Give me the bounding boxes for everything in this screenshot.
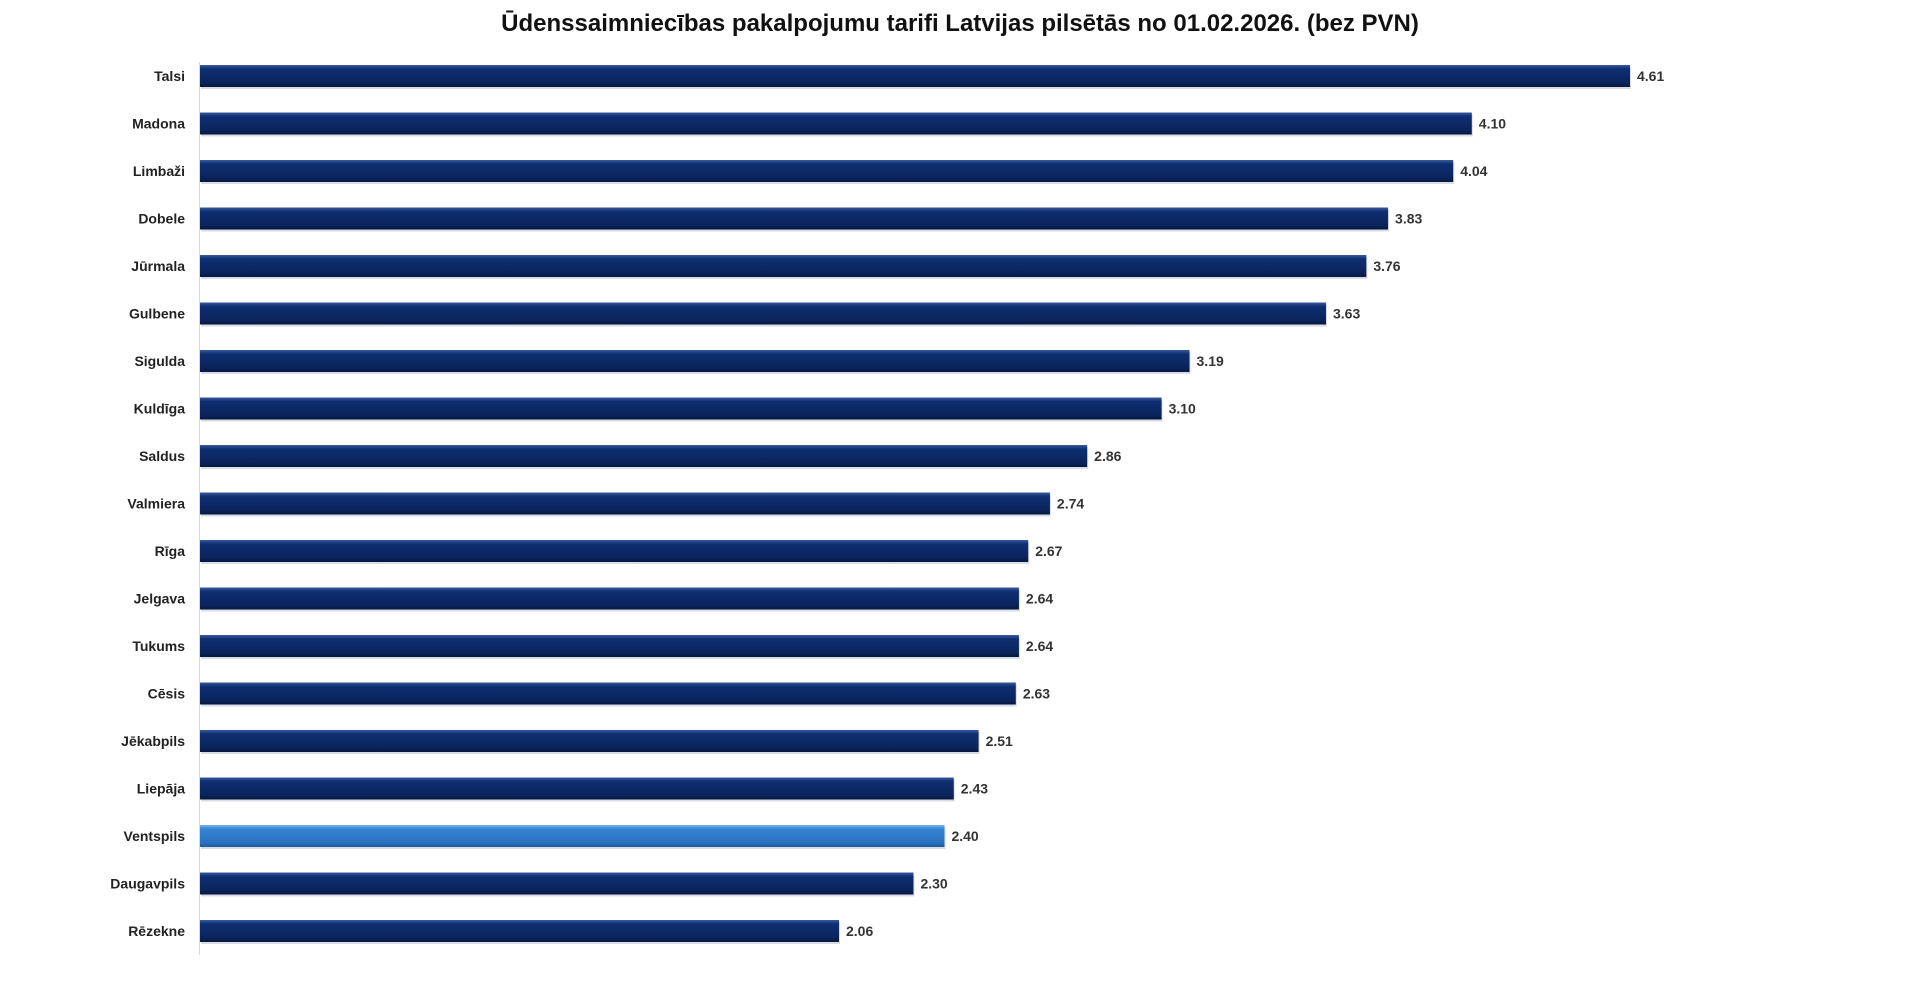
bar-valmiera: [200, 492, 1050, 515]
bar-jēkabpils: [200, 730, 979, 752]
category-label: Saldus: [139, 448, 185, 464]
bar-rēzekne: [200, 920, 840, 942]
category-label: Dobele: [138, 211, 185, 227]
data-label: 3.10: [1169, 401, 1196, 417]
category-label: Sigulda: [134, 353, 185, 369]
category-label: Gulbene: [129, 306, 185, 322]
chart-title: Ūdenssaimniecības pakalpojumu tarifi Lat…: [501, 10, 1419, 37]
data-label: 2.86: [1094, 448, 1121, 464]
data-label: 2.40: [951, 828, 978, 844]
bar-sigulda: [200, 350, 1190, 372]
bar-tukums: [200, 635, 1019, 657]
category-label: Limbaži: [133, 163, 185, 179]
category-label: Rīga: [155, 543, 186, 559]
bar-cēsis: [200, 682, 1016, 705]
bar-jelgava: [200, 587, 1019, 610]
category-label: Jūrmala: [131, 258, 185, 274]
bar-saldus: [200, 445, 1088, 467]
bar-liepāja: [200, 777, 954, 800]
data-label: 2.51: [986, 733, 1013, 749]
data-label: 4.61: [1637, 68, 1664, 84]
bar-kuldīga: [200, 397, 1162, 420]
bar-gulbene: [200, 302, 1327, 325]
data-label: 3.19: [1197, 353, 1224, 369]
bar-dobele: [200, 207, 1389, 230]
category-label: Cēsis: [148, 686, 186, 702]
category-label: Jelgava: [134, 591, 186, 607]
category-label: Daugavpils: [110, 876, 185, 892]
data-label: 2.43: [961, 781, 988, 797]
data-label: 2.64: [1026, 591, 1053, 607]
category-label: Rēzekne: [128, 923, 185, 939]
bar-ventspils: [200, 825, 945, 847]
data-label: 2.06: [846, 923, 873, 939]
data-label: 3.83: [1395, 211, 1422, 227]
data-label: 2.30: [920, 876, 947, 892]
bar-talsi: [200, 65, 1630, 87]
bar-madona: [200, 112, 1472, 135]
bar-jūrmala: [200, 255, 1367, 277]
data-label: 3.63: [1333, 306, 1360, 322]
data-label: 2.63: [1023, 686, 1050, 702]
category-label: Valmiera: [127, 496, 185, 512]
data-label: 4.04: [1460, 163, 1487, 179]
data-label: 2.67: [1035, 543, 1062, 559]
category-label: Kuldīga: [134, 401, 186, 417]
bar-daugavpils: [200, 872, 914, 895]
data-label: 2.74: [1057, 496, 1084, 512]
data-label: 2.64: [1026, 638, 1053, 654]
bar-limbaži: [200, 160, 1454, 182]
category-label: Liepāja: [137, 781, 185, 797]
category-label: Ventspils: [124, 828, 186, 844]
category-label: Jēkabpils: [121, 733, 185, 749]
category-label: Talsi: [154, 68, 185, 84]
data-label: 4.10: [1479, 116, 1506, 132]
category-label: Madona: [132, 116, 185, 132]
data-label: 3.76: [1373, 258, 1400, 274]
bar-rīga: [200, 540, 1029, 562]
category-label: Tukums: [132, 638, 185, 654]
